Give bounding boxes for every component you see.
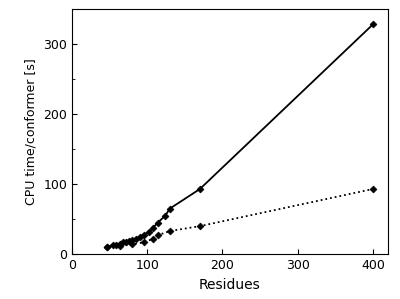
X-axis label: Residues: Residues xyxy=(199,277,261,292)
Y-axis label: CPU time/conformer [s]: CPU time/conformer [s] xyxy=(25,58,38,205)
